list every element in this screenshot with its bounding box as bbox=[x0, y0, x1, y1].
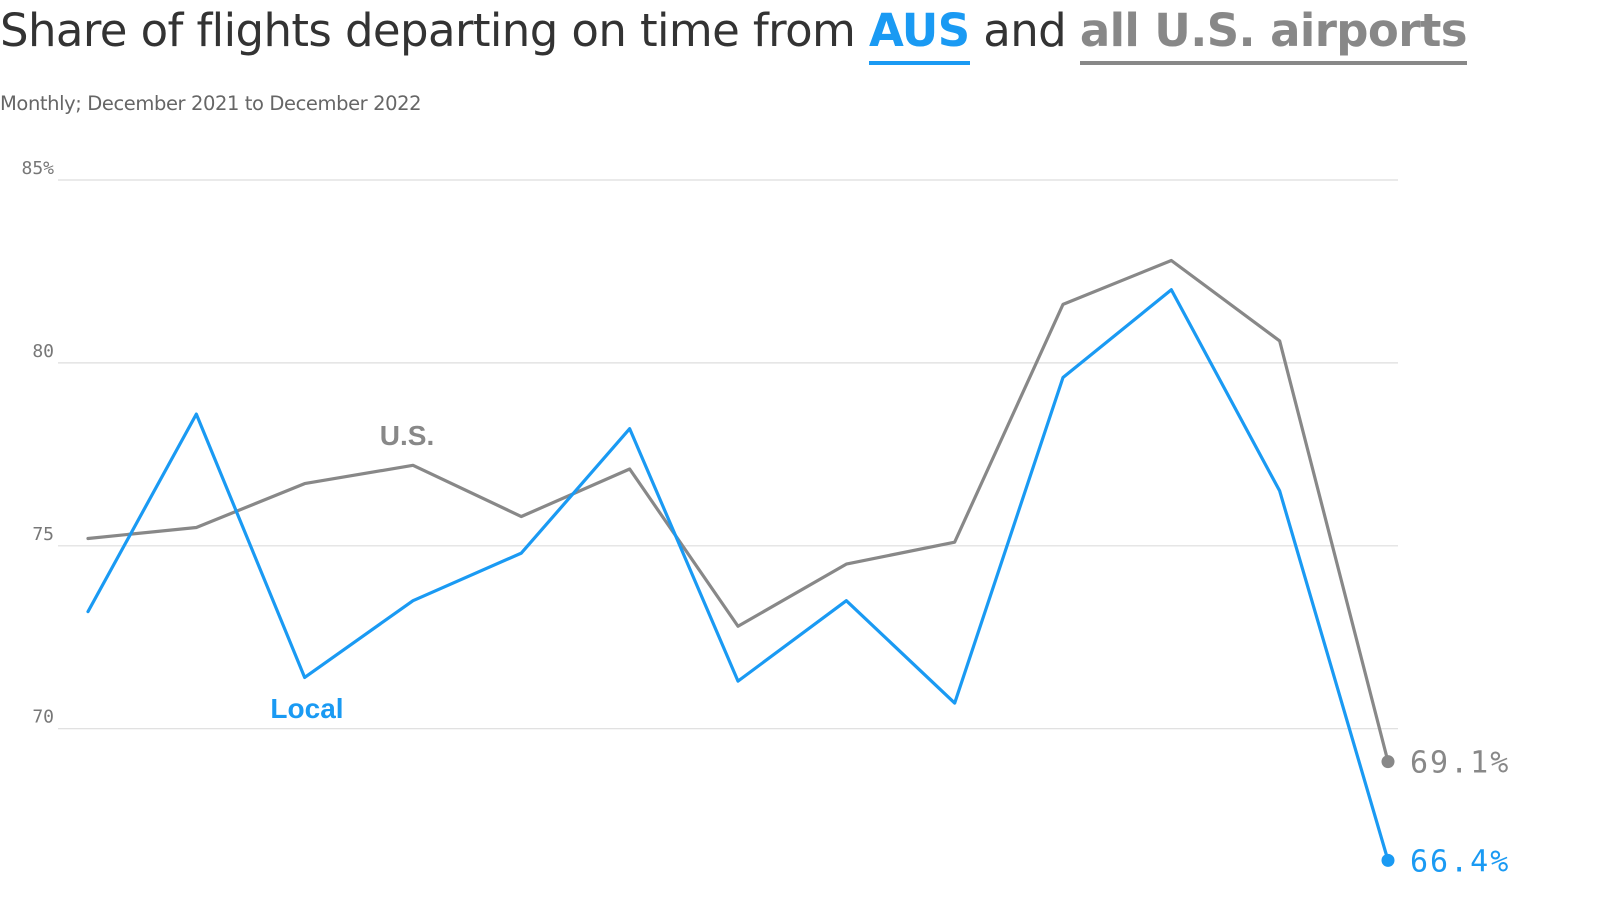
y-tick-label: 75 bbox=[32, 524, 54, 545]
y-tick-label: 80 bbox=[32, 341, 54, 362]
title-text-start: Share of flights departing on time from bbox=[0, 4, 869, 57]
chart-title: Share of flights departing on time from … bbox=[0, 4, 1468, 65]
series-label-local: Local bbox=[270, 693, 343, 724]
y-tick-label: 85% bbox=[21, 158, 54, 179]
series-label-us: U.S. bbox=[380, 420, 434, 451]
y-tick-label: 70 bbox=[32, 707, 54, 728]
y-axis-ticks: 85% 80 75 70 bbox=[21, 158, 54, 728]
title-highlight-us: all U.S. airports bbox=[1079, 4, 1468, 65]
title-highlight-aus: AUS bbox=[868, 4, 970, 65]
series-lines bbox=[86, 258, 1395, 867]
series-line-local bbox=[86, 288, 1390, 862]
end-point-us bbox=[1381, 755, 1395, 769]
end-point-local bbox=[1381, 853, 1395, 867]
title-text-mid: and bbox=[969, 4, 1080, 57]
end-value-label-us: 69.1% bbox=[1410, 746, 1510, 781]
gridlines bbox=[58, 179, 1398, 730]
chart-subtitle: Monthly; December 2021 to December 2022 bbox=[0, 92, 422, 115]
series-line-us bbox=[86, 258, 1390, 764]
end-value-label-local: 66.4% bbox=[1410, 844, 1510, 879]
series-labels: 69.1% U.S. 66.4% Local bbox=[270, 420, 1510, 879]
